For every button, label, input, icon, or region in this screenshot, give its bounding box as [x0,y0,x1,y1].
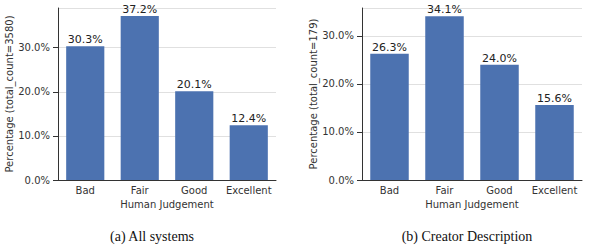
svg-text:37.2%: 37.2% [122,3,157,16]
svg-text:Fair: Fair [131,185,150,196]
svg-text:Fair: Fair [436,185,455,196]
svg-text:Percentage (total_count=179): Percentage (total_count=179) [308,19,320,170]
svg-text:Good: Good [181,185,207,196]
svg-text:20.0%: 20.0% [322,78,354,89]
svg-text:10.0%: 10.0% [322,126,354,137]
svg-text:Bad: Bad [76,185,95,196]
svg-text:Excellent: Excellent [226,185,272,196]
svg-text:(b) Creator Description: (b) Creator Description [402,229,533,245]
svg-text:Bad: Bad [380,185,399,196]
svg-text:15.6%: 15.6% [537,92,572,105]
svg-text:20.1%: 20.1% [177,78,212,91]
svg-text:24.0%: 24.0% [482,52,517,65]
svg-text:26.3%: 26.3% [372,41,407,54]
svg-text:Excellent: Excellent [532,185,578,196]
svg-text:30.0%: 30.0% [18,42,50,53]
svg-text:Good: Good [486,185,512,196]
svg-text:20.0%: 20.0% [18,86,50,97]
svg-text:Human Judgement: Human Judgement [425,199,519,210]
svg-text:30.3%: 30.3% [68,33,103,46]
svg-text:Percentage (total_count=3580): Percentage (total_count=3580) [4,15,16,172]
svg-text:12.4%: 12.4% [231,112,266,125]
svg-text:Human Judgement: Human Judgement [120,199,214,210]
svg-text:0.0%: 0.0% [329,175,354,186]
svg-text:34.1%: 34.1% [427,3,462,16]
svg-text:0.0%: 0.0% [25,175,50,186]
svg-text:10.0%: 10.0% [18,130,50,141]
svg-text:30.0%: 30.0% [322,30,354,41]
svg-text:(a) All systems: (a) All systems [110,229,194,245]
